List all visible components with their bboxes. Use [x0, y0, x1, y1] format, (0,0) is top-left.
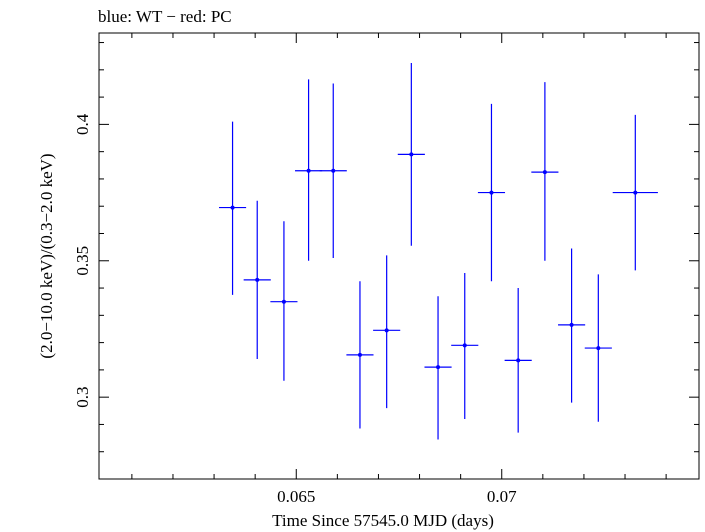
data-point [219, 122, 246, 295]
data-point [531, 82, 558, 261]
point-marker [570, 323, 574, 327]
point-marker [409, 152, 413, 156]
plot-frame [99, 33, 699, 479]
data-point [424, 296, 451, 439]
data-point [478, 104, 505, 281]
point-marker [463, 343, 467, 347]
data-point [451, 273, 478, 419]
point-marker [255, 278, 259, 282]
data-point [505, 288, 532, 433]
data-point [320, 83, 347, 258]
data-point [613, 115, 658, 270]
point-marker [489, 191, 493, 195]
point-marker [596, 346, 600, 350]
y-tick-label: 0.3 [73, 387, 92, 408]
x-axis-label: Time Since 57545.0 MJD (days) [272, 511, 494, 530]
point-marker [331, 169, 335, 173]
data-points [219, 63, 658, 439]
point-marker [385, 328, 389, 332]
y-axis-tick-labels: 0.3 0.35 0.4 [73, 113, 92, 408]
point-marker [307, 169, 311, 173]
point-marker [633, 191, 637, 195]
point-marker [436, 365, 440, 369]
x-tick-label: 0.065 [277, 487, 315, 506]
y-axis-ticks [99, 43, 699, 479]
data-point [558, 248, 585, 402]
point-marker [231, 206, 235, 210]
point-marker [516, 358, 520, 362]
data-point [585, 274, 612, 421]
x-tick-label: 0.07 [487, 487, 517, 506]
data-point [270, 221, 297, 381]
point-marker [358, 353, 362, 357]
data-point [244, 201, 271, 359]
data-point [373, 255, 400, 408]
y-tick-label: 0.35 [73, 246, 92, 276]
chart-title: blue: WT − red: PC [98, 7, 232, 26]
data-point [346, 281, 373, 428]
x-axis-tick-labels: 0.065 0.07 [277, 487, 517, 506]
point-marker [282, 300, 286, 304]
point-marker [543, 170, 547, 174]
data-point [295, 79, 322, 260]
y-tick-label: 0.4 [73, 113, 92, 135]
x-axis-ticks [132, 33, 666, 479]
y-axis-label: (2.0−10.0 keV)/(0.3−2.0 keV) [37, 153, 56, 358]
data-point [398, 63, 425, 246]
